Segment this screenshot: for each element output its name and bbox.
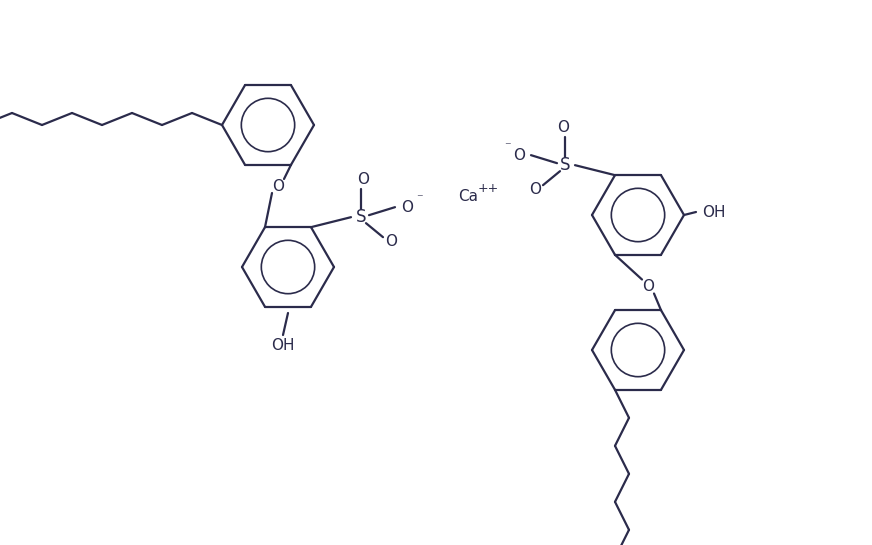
Text: O: O — [557, 120, 569, 135]
Text: O: O — [385, 234, 397, 249]
Text: ⁻: ⁻ — [504, 141, 510, 154]
Text: O: O — [401, 199, 413, 215]
Text: O: O — [513, 148, 525, 162]
Text: S: S — [560, 156, 570, 174]
Text: OH: OH — [271, 337, 295, 353]
Text: O: O — [642, 279, 654, 294]
Text: O: O — [272, 179, 284, 193]
Text: Ca: Ca — [458, 189, 478, 204]
Text: O: O — [529, 181, 541, 197]
Text: OH: OH — [702, 204, 726, 220]
Text: S: S — [356, 208, 366, 226]
Text: O: O — [357, 172, 369, 187]
Text: ++: ++ — [477, 181, 499, 195]
Text: ⁻: ⁻ — [416, 193, 422, 205]
